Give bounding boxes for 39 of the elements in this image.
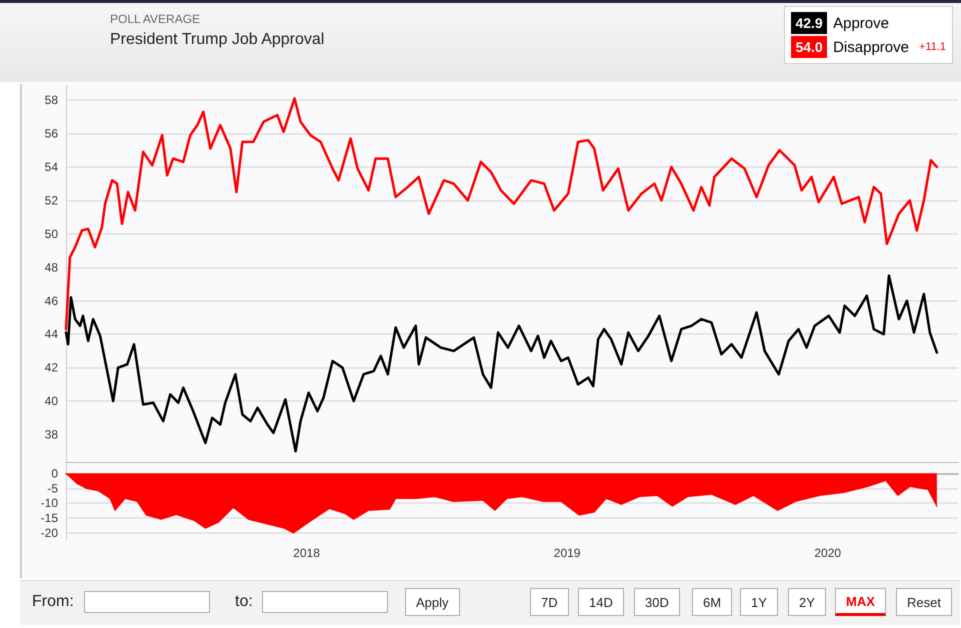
y-tick-label: 48 <box>44 260 58 274</box>
y-tick-label: 42 <box>44 360 58 375</box>
text: 1Y <box>740 588 778 616</box>
y-tick-label: 50 <box>44 226 58 241</box>
text: Apply <box>405 588 460 616</box>
text: MAX <box>835 588 886 616</box>
legend-label: Approve <box>833 14 889 32</box>
chart-title: President Trump Job Approval <box>110 31 324 49</box>
y-tick-label: 54 <box>44 160 58 174</box>
x-tick-label: 2018 <box>293 546 320 560</box>
y-tick-label: 52 <box>44 193 58 208</box>
text: 2Y <box>788 588 826 616</box>
line-series <box>64 274 938 453</box>
text: From: <box>32 593 74 611</box>
y-tick-label: -10 <box>40 496 58 510</box>
y-tick-label: 38 <box>44 428 58 442</box>
line-series <box>64 97 938 330</box>
text: 6M <box>692 588 732 616</box>
y-tick-label: 46 <box>44 294 58 308</box>
text: to: <box>235 593 253 611</box>
text: 42.9 <box>791 12 828 34</box>
y-tick-label: -5 <box>47 481 58 496</box>
text: Reset <box>896 588 952 616</box>
y-tick-label: -20 <box>40 526 58 540</box>
text: +11.1 <box>918 41 946 53</box>
y-tick-label: 44 <box>44 327 58 342</box>
chart-subtitle: POLL AVERAGE <box>110 12 200 26</box>
y-tick-label: 56 <box>44 126 58 141</box>
text: 14D <box>578 588 624 616</box>
text: 54.0 <box>791 36 828 58</box>
text: 7D <box>530 588 569 616</box>
y-tick-label: 58 <box>44 93 58 108</box>
y-tick-label: -15 <box>40 511 58 526</box>
y-tick-label: 0 <box>51 466 58 480</box>
text: 30D <box>634 588 680 616</box>
x-tick-label: 2019 <box>554 546 581 560</box>
legend-label: Disapprove <box>833 38 909 56</box>
x-tick-label: 2020 <box>814 546 842 560</box>
y-tick-label: 40 <box>44 394 58 408</box>
